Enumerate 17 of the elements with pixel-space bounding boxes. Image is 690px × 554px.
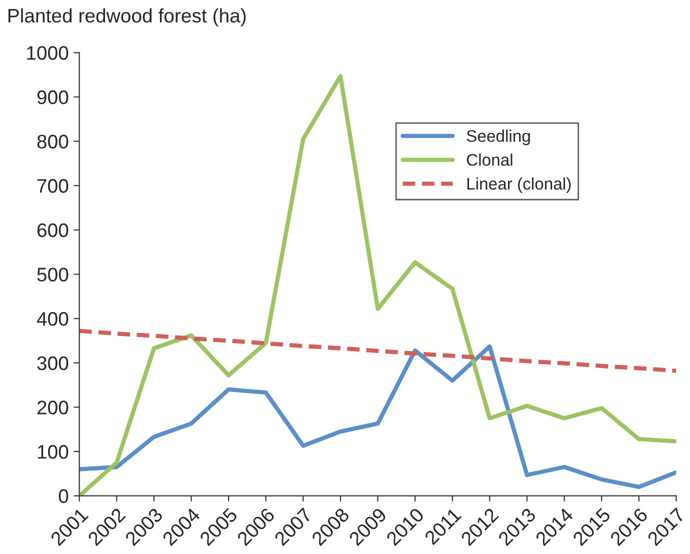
y-tick-label: 0	[58, 489, 68, 504]
legend-label: Clonal	[466, 154, 512, 166]
line-series	[79, 344, 676, 490]
y-tick-label: 1000	[27, 46, 68, 60]
y-tick-label: 300	[37, 356, 68, 370]
y-tick-label: 500	[37, 268, 68, 282]
y-tick-label: 100	[38, 444, 68, 459]
y-axis-title: Planted redwood forest (ha)	[8, 8, 246, 26]
y-tick-label: 400	[36, 312, 68, 326]
y-tick-label: 700	[37, 179, 68, 193]
legend-label: Linear (clonal)	[467, 177, 571, 193]
line-series	[79, 328, 676, 373]
y-tick-label: 900	[37, 90, 68, 104]
y-tick-label: 800	[37, 134, 68, 149]
legend-label: Seedling	[466, 130, 530, 146]
y-tick-label: 200	[37, 400, 68, 414]
y-tick-label: 600	[37, 223, 68, 238]
